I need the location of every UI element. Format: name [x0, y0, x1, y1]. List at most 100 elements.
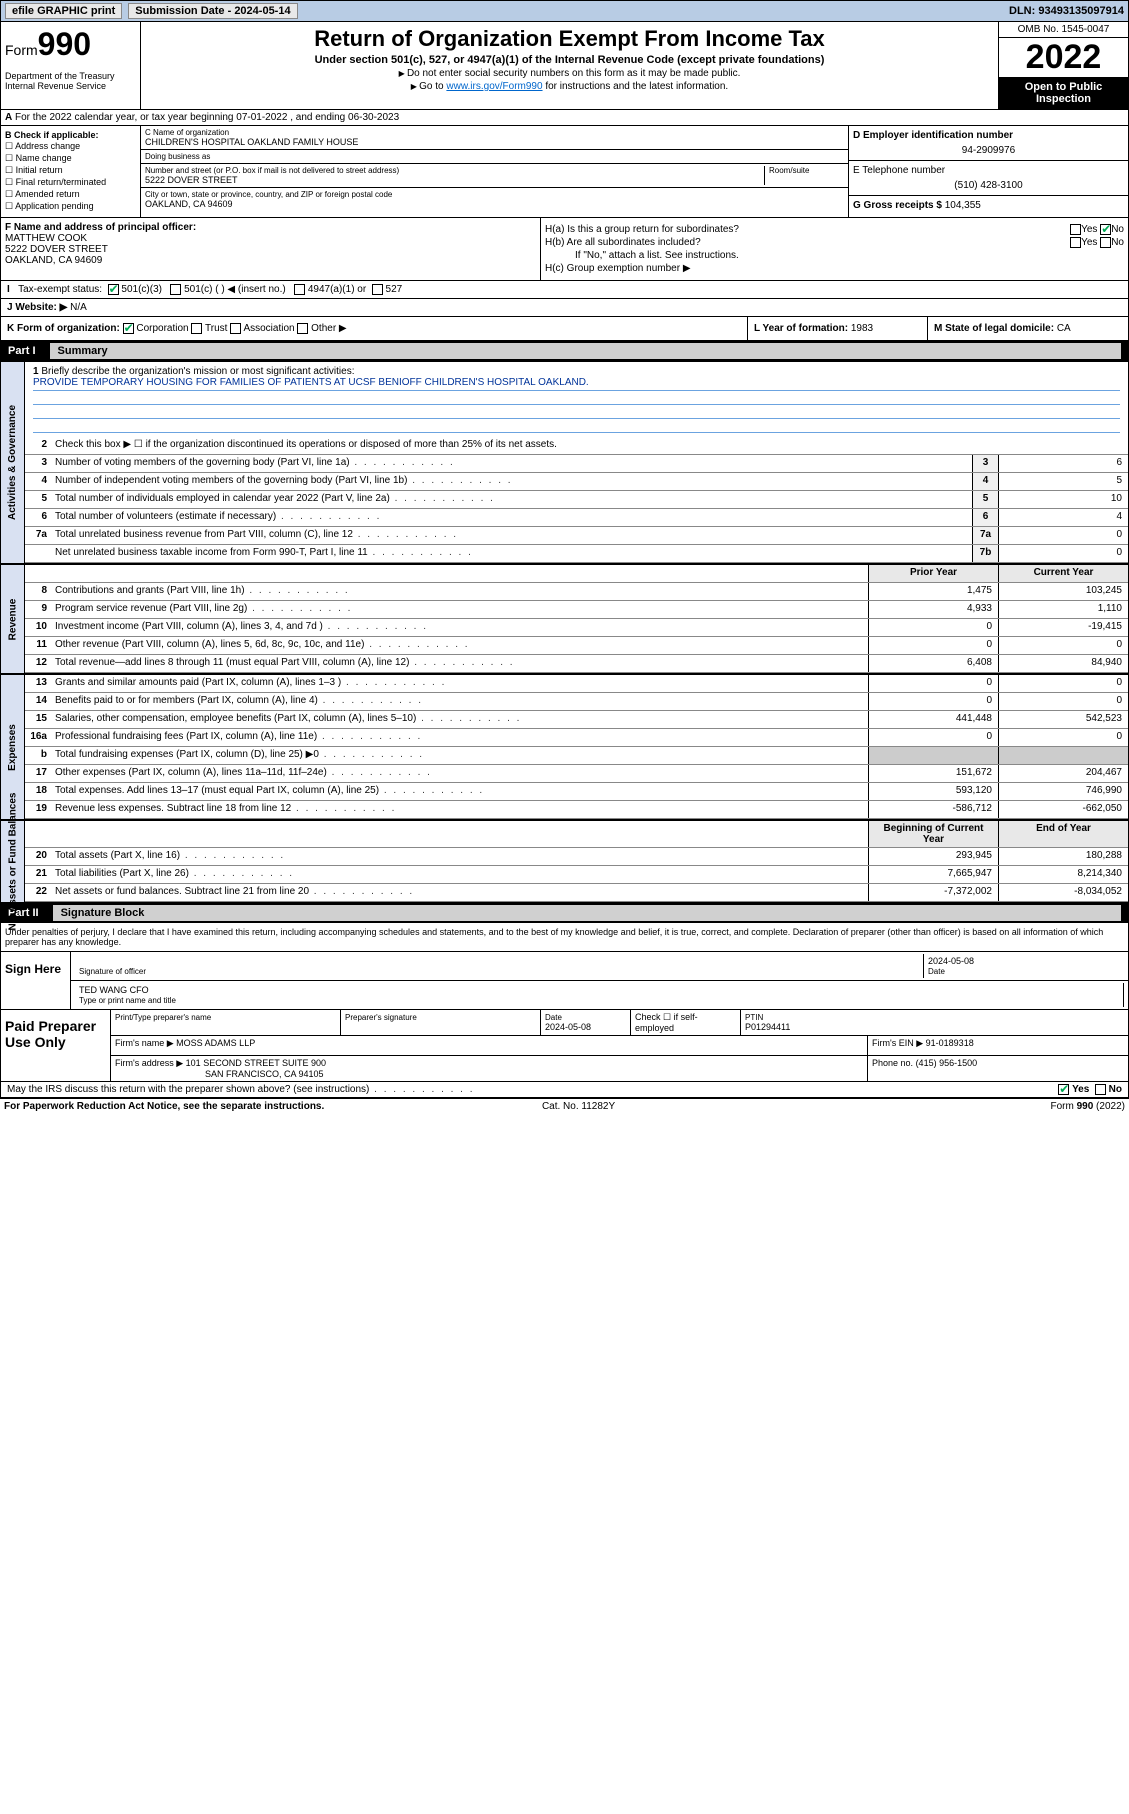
cb-amended[interactable]: ☐ Amended return	[5, 189, 136, 200]
form-subtitle: Under section 501(c), 527, or 4947(a)(1)…	[145, 54, 994, 66]
gov-line-5: 5Total number of individuals employed in…	[25, 491, 1128, 509]
begin-year-hdr: Beginning of Current Year	[868, 821, 998, 847]
mission-text: PROVIDE TEMPORARY HOUSING FOR FAMILIES O…	[33, 377, 1120, 391]
hb-no[interactable]	[1100, 237, 1111, 248]
line-18: 18Total expenses. Add lines 13–17 (must …	[25, 783, 1128, 801]
line-16a: 16aProfessional fundraising fees (Part I…	[25, 729, 1128, 747]
c-name-lbl: C Name of organization	[145, 128, 844, 137]
i-501c[interactable]	[170, 284, 181, 295]
line-20: 20Total assets (Part X, line 16) 293,945…	[25, 848, 1128, 866]
cb-final[interactable]: ☐ Final return/terminated	[5, 177, 136, 188]
room-lbl: Room/suite	[769, 166, 844, 175]
ha-no[interactable]	[1100, 224, 1111, 235]
paid-preparer: Paid Preparer Use Only Print/Type prepar…	[0, 1010, 1129, 1082]
gross-val: 104,355	[945, 200, 981, 211]
k-other[interactable]	[297, 323, 308, 334]
form-header: Form990 Department of the Treasury Inter…	[0, 22, 1129, 110]
line-2: 2Check this box ▶ ☐ if the organization …	[25, 437, 1128, 455]
current-year-hdr: Current Year	[998, 565, 1128, 582]
box-c: C Name of organization CHILDREN'S HOSPIT…	[141, 126, 848, 217]
phone-lbl: E Telephone number	[853, 165, 945, 176]
hb-yes[interactable]	[1070, 237, 1081, 248]
form-number: Form990	[5, 26, 136, 63]
org-street: 5222 DOVER STREET	[145, 175, 764, 185]
line-b: bTotal fundraising expenses (Part IX, co…	[25, 747, 1128, 765]
box-b-hdr: B Check if applicable:	[5, 130, 99, 140]
footer-left: For Paperwork Reduction Act Notice, see …	[4, 1101, 324, 1112]
city-lbl: City or town, state or province, country…	[145, 190, 844, 199]
domicile: CA	[1057, 323, 1071, 334]
prep-sig[interactable]: Preparer's signature	[341, 1010, 541, 1035]
part-i-header: Part I Summary	[0, 341, 1129, 361]
i-501c3[interactable]	[108, 284, 119, 295]
prep-selfemp[interactable]: Check ☐ if self-employed	[631, 1010, 741, 1035]
open-inspection: Open to Public Inspection	[999, 77, 1128, 109]
prep-name: Print/Type preparer's name	[111, 1010, 341, 1035]
section-fh: F Name and address of principal officer:…	[0, 218, 1129, 281]
blank-line-1	[33, 391, 1120, 405]
box-f: F Name and address of principal officer:…	[1, 218, 541, 280]
box-b: B Check if applicable: ☐ Address change …	[1, 126, 141, 217]
box-deg: D Employer identification number 94-2909…	[848, 126, 1128, 217]
note-ssn: Do not enter social security numbers on …	[145, 68, 994, 79]
page-footer: For Paperwork Reduction Act Notice, see …	[0, 1098, 1129, 1114]
irs-link[interactable]: www.irs.gov/Form990	[446, 81, 542, 92]
efile-topbar: efile GRAPHIC print Submission Date - 20…	[0, 0, 1129, 22]
line-13: 13Grants and similar amounts paid (Part …	[25, 675, 1128, 693]
addr-lbl: Number and street (or P.O. box if mail i…	[145, 166, 764, 175]
section-bcdefg: B Check if applicable: ☐ Address change …	[0, 126, 1129, 218]
line-21: 21Total liabilities (Part X, line 26) 7,…	[25, 866, 1128, 884]
gross-lbl: G Gross receipts $	[853, 200, 942, 211]
box-h: H(a) Is this a group return for subordin…	[541, 218, 1128, 280]
row-i: I Tax-exempt status: 501(c)(3) 501(c) ( …	[0, 281, 1129, 299]
submission-date: Submission Date - 2024-05-14	[128, 3, 297, 19]
i-4947[interactable]	[294, 284, 305, 295]
may-discuss: May the IRS discuss this return with the…	[0, 1082, 1129, 1098]
cb-initial[interactable]: ☐ Initial return	[5, 165, 136, 176]
line-19: 19Revenue less expenses. Subtract line 1…	[25, 801, 1128, 819]
line-22: 22Net assets or fund balances. Subtract …	[25, 884, 1128, 902]
hb-note: If "No," attach a list. See instructions…	[545, 250, 1124, 261]
row-j: J Website: ▶ N/A	[0, 299, 1129, 317]
ha-yes[interactable]	[1070, 224, 1081, 235]
form-word: Form	[5, 42, 38, 58]
k-assoc[interactable]	[230, 323, 241, 334]
box-k: K Form of organization: Corporation Trus…	[1, 317, 748, 340]
cb-pending[interactable]: ☐ Application pending	[5, 201, 136, 212]
l-lbl: L Year of formation:	[754, 323, 848, 334]
part-ii-header: Part II Signature Block	[0, 903, 1129, 923]
gov-line-4: 4Number of independent voting members of…	[25, 473, 1128, 491]
na-header: Beginning of Current Year End of Year	[25, 821, 1128, 848]
phone-val: (510) 428-3100	[853, 180, 1124, 191]
note-link: Go to www.irs.gov/Form990 for instructio…	[145, 81, 994, 92]
line-9: 9Program service revenue (Part VIII, lin…	[25, 601, 1128, 619]
line-1-brief: 1 Briefly describe the organization's mi…	[25, 362, 1128, 437]
k-trust[interactable]	[191, 323, 202, 334]
may-no[interactable]	[1095, 1084, 1106, 1095]
officer-sig[interactable]: Signature of officer	[75, 954, 924, 978]
line-14: 14Benefits paid to or for members (Part …	[25, 693, 1128, 711]
prep-ptin: PTINP01294411	[741, 1010, 1128, 1035]
i-527[interactable]	[372, 284, 383, 295]
officer-name-title: TED WANG CFOType or print name and title	[75, 983, 1124, 1007]
dept-treasury: Department of the Treasury Internal Reve…	[5, 71, 136, 91]
dba-lbl: Doing business as	[145, 152, 844, 161]
box-m: M State of legal domicile: CA	[928, 317, 1128, 340]
note2-pre: Go to	[419, 81, 446, 92]
hc-lbl: H(c) Group exemption number ▶	[545, 263, 1124, 274]
signature-block: Under penalties of perjury, I declare th…	[0, 923, 1129, 1010]
side-netassets: Net Assets or Fund Balances	[1, 821, 25, 902]
org-city: OAKLAND, CA 94609	[145, 199, 844, 209]
line-17: 17Other expenses (Part IX, column (A), l…	[25, 765, 1128, 783]
may-yes[interactable]	[1058, 1084, 1069, 1095]
side-revenue: Revenue	[1, 565, 25, 673]
paid-title: Paid Preparer Use Only	[1, 1010, 111, 1081]
prior-year-hdr: Prior Year	[868, 565, 998, 582]
form-title: Return of Organization Exempt From Incom…	[145, 26, 994, 52]
gov-line-7a: 7aTotal unrelated business revenue from …	[25, 527, 1128, 545]
firm-ein: Firm's EIN ▶ 91-0189318	[868, 1036, 1128, 1055]
k-corp[interactable]	[123, 323, 134, 334]
box-l: L Year of formation: 1983	[748, 317, 928, 340]
cb-address[interactable]: ☐ Address change	[5, 141, 136, 152]
cb-name[interactable]: ☐ Name change	[5, 153, 136, 164]
